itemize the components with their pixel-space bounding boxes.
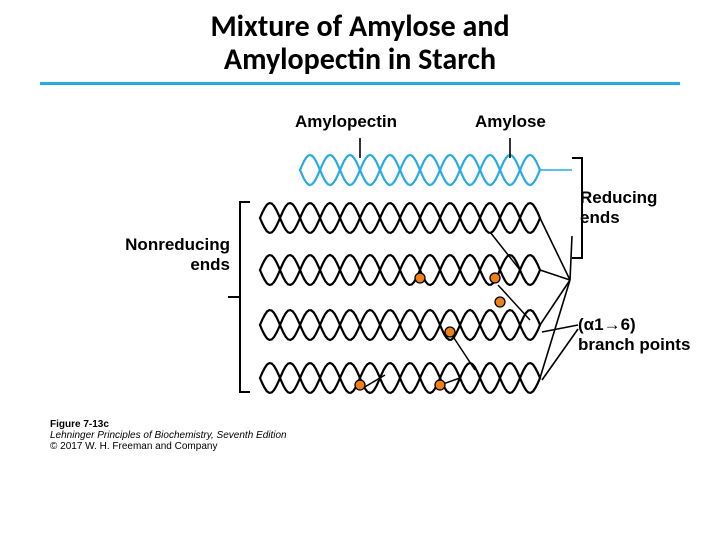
amylopectin-label: Amylopectin	[295, 112, 397, 132]
slide-title: Mixture of Amylose and Amylopectin in St…	[0, 0, 720, 76]
figure-number: Figure 7-13c	[50, 419, 287, 430]
starch-diagram: Amylopectin Amylose Nonreducing ends Red…	[100, 130, 640, 400]
figure-source: Lehninger Principles of Biochemistry, Se…	[50, 430, 287, 441]
nonreducing-ends-label: Nonreducing ends	[110, 235, 230, 275]
amylose-label: Amylose	[475, 112, 546, 132]
figure-caption: Figure 7-13c Lehninger Principles of Bio…	[50, 419, 287, 452]
reducing-ends-label: Reducing ends	[580, 188, 657, 228]
branch-points-label: (α1→6) branch points	[578, 315, 690, 355]
title-line1: Mixture of Amylose and	[210, 8, 509, 45]
title-line2: Amylopectin in Starch	[224, 41, 496, 78]
figure-copyright: © 2017 W. H. Freeman and Company	[50, 441, 287, 452]
title-underline	[40, 82, 680, 85]
